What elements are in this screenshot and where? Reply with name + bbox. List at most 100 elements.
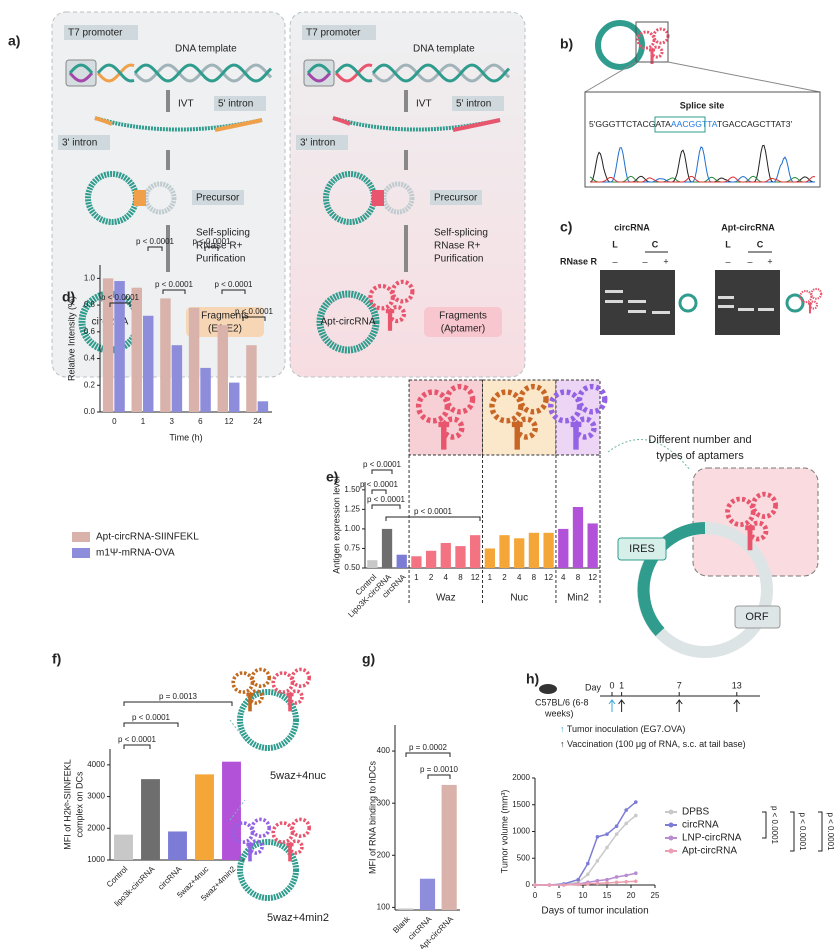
y-tick-label: 0.0 (84, 407, 96, 416)
x-tick-label: 10 (579, 891, 588, 900)
x-tick-label: 12 (544, 573, 553, 582)
dna-strand (334, 63, 373, 83)
group-label: Nuc (510, 593, 528, 604)
y-tick-label: 2000 (512, 773, 530, 782)
point (614, 875, 619, 879)
x-tick-label: 15 (603, 891, 612, 900)
step-label: Self-splicing (196, 228, 250, 239)
annotation: p < 0.0001 (101, 293, 140, 302)
day-number: 13 (732, 680, 742, 690)
dna-strand (133, 63, 273, 83)
y-tick-label: 2000 (87, 823, 105, 832)
vaccination: ↑ Vaccination (100 μg of RNA, s.c. at ta… (560, 739, 746, 749)
lane-label: L (725, 239, 731, 249)
mouse-label: weeks) (544, 708, 574, 718)
label-box (452, 96, 504, 111)
panel-label: h) (526, 671, 539, 687)
gel-title: circRNA (614, 222, 650, 232)
bar (229, 382, 240, 412)
y-axis-label: Relative Intensity (%) (66, 296, 76, 381)
bar (168, 831, 187, 860)
day-number: 7 (677, 680, 682, 690)
seq-part: TGACCAGCTTAT3' (717, 119, 793, 129)
point (595, 835, 600, 839)
legend-label: DPBS (682, 807, 710, 818)
x-tick-label: 3 (169, 417, 174, 426)
y-tick-label: 4000 (87, 760, 105, 769)
sig-bracket (242, 316, 266, 321)
step-label: RNase R+ (196, 241, 243, 252)
point (547, 883, 552, 887)
gel (715, 270, 780, 335)
bar (499, 535, 510, 568)
rna-strand (332, 116, 501, 132)
dna-strand (306, 71, 332, 83)
bar (171, 345, 183, 412)
annotation: p < 0.0001 (363, 460, 402, 469)
bar (558, 528, 569, 568)
x-tick-label: 5 (557, 891, 562, 900)
bar (587, 523, 598, 568)
circrna-ring (237, 839, 299, 901)
label-box (214, 96, 266, 111)
point (634, 813, 638, 818)
treatment: – (642, 256, 647, 266)
sig-bracket (405, 752, 451, 757)
construct-label: 5waz+4min2 (267, 912, 329, 924)
promoter-box (303, 59, 335, 87)
y-tick-label: 0.4 (84, 354, 96, 363)
point (605, 881, 609, 885)
legend-label: circRNA (682, 820, 719, 831)
rnase-label: RNase R (560, 256, 598, 266)
annotation: p < 0.0001 (214, 280, 253, 289)
ivt-label: IVT (416, 99, 432, 110)
bar (411, 556, 422, 568)
y-axis-label: Tumor volume (mm³) (499, 790, 509, 874)
annotation: p < 0.0001 (414, 507, 453, 516)
bar (102, 278, 114, 412)
y-tick-label: 1500 (512, 800, 530, 809)
scheme-right: T7 promoter DNA template IVT 5' intron 3' in… (296, 25, 511, 354)
trace (590, 146, 816, 183)
treatment: – (725, 256, 730, 266)
x-tick-label: 4 (517, 573, 522, 582)
x-tick-label: 12 (588, 573, 597, 582)
vaccine-arrow (675, 699, 683, 712)
y-axis-label: MFI of H2kᵇ-SIINFEKL (62, 759, 72, 849)
point (586, 882, 590, 886)
step-label: RNase R+ (434, 241, 481, 252)
scheme-e: Different number and types of aptamers I… (607, 434, 819, 658)
aptamer (271, 817, 312, 864)
panel-label: a) (8, 33, 20, 49)
bar (222, 761, 241, 860)
point (614, 824, 619, 828)
dna-strand (68, 63, 94, 75)
bar (131, 287, 142, 412)
day-label: Day (585, 682, 602, 692)
x-tick-label: 24 (253, 417, 262, 426)
gel-band (718, 305, 734, 308)
x-tick-label: 0 (533, 891, 538, 900)
y-tick-label: 400 (377, 746, 391, 755)
annotation: p < 0.0001 (826, 812, 835, 851)
bar (543, 532, 554, 568)
mouse-icon (539, 684, 557, 694)
y-tick-label: 3000 (87, 792, 105, 801)
fragment-label: (Aptamer) (441, 324, 485, 335)
x-tick-label: 4 (561, 573, 566, 582)
point (614, 880, 619, 885)
gel-title: Apt-circRNA (721, 222, 775, 232)
ires-ring (637, 522, 706, 637)
point (634, 879, 638, 884)
construct-label: 5waz+4nuc (270, 770, 326, 782)
dna-strand (306, 63, 332, 75)
annotation: p < 0.0001 (798, 812, 807, 851)
ivt-label: IVT (178, 99, 194, 110)
point (595, 881, 600, 886)
bar (160, 298, 171, 412)
panel-label: c) (560, 219, 572, 235)
point (605, 832, 609, 836)
legend-dot (668, 848, 674, 854)
template-label: DNA template (413, 44, 475, 55)
